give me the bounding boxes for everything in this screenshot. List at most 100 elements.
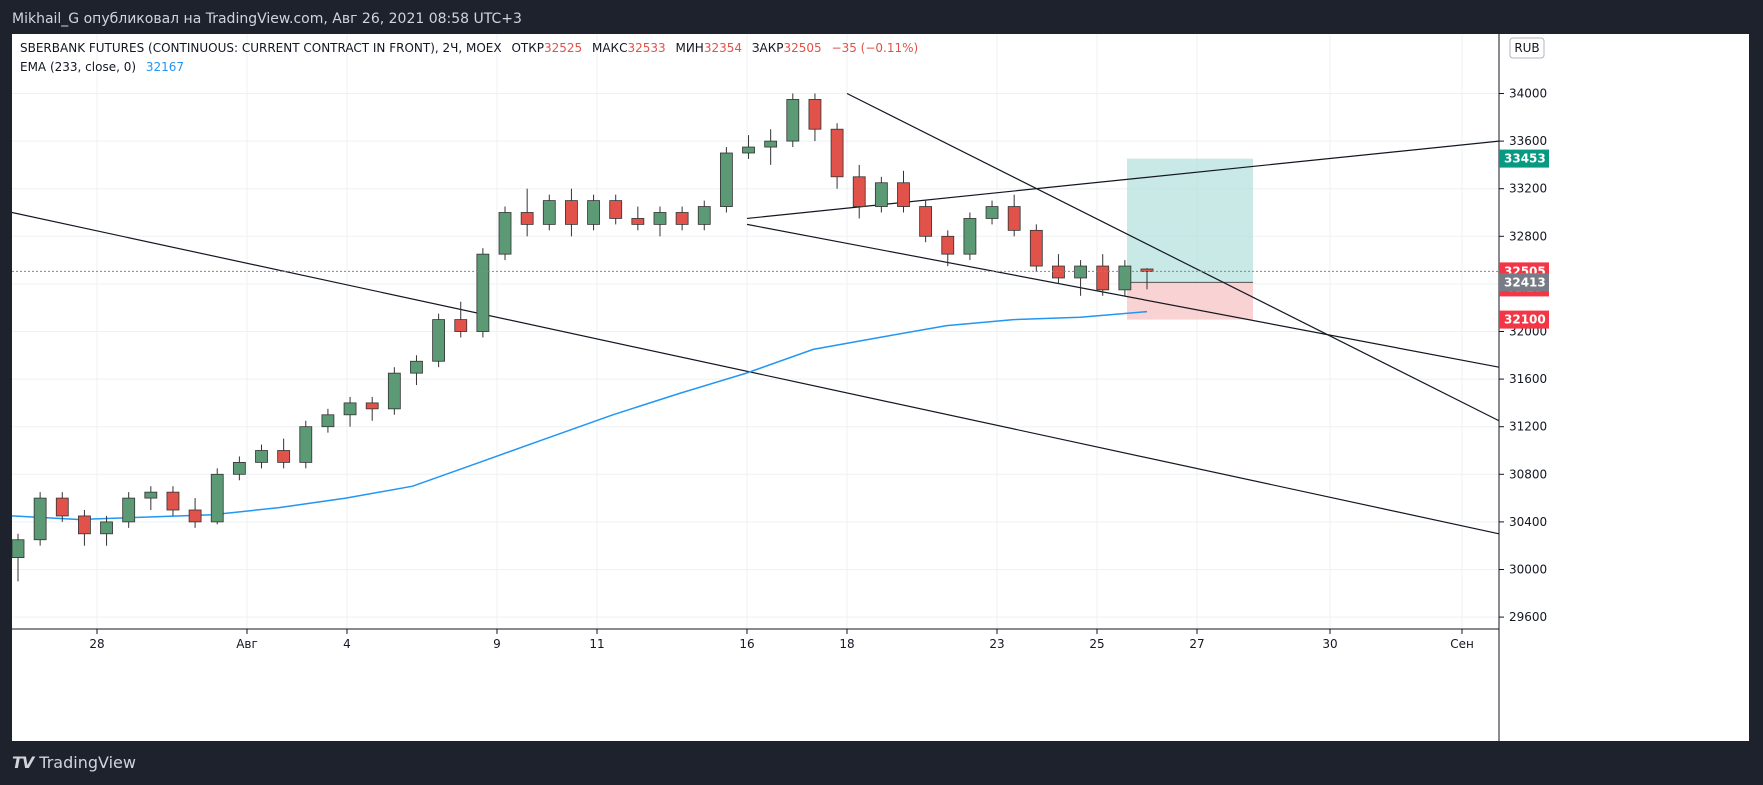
grid: [12, 34, 1499, 629]
currency-label: RUB: [1514, 41, 1539, 55]
candle: [941, 230, 955, 267]
y-tick-label: 29600: [1509, 610, 1547, 624]
close-value: 32505: [784, 41, 822, 55]
high-value: 32533: [627, 41, 665, 55]
candle: [1074, 260, 1087, 296]
y-tick-label: 30000: [1509, 563, 1547, 577]
candle: [587, 194, 600, 231]
candle: [1052, 254, 1065, 284]
candle: [697, 200, 711, 231]
candle: [874, 176, 888, 213]
currency-button[interactable]: RUB: [1509, 37, 1545, 59]
candle: [343, 396, 357, 427]
candle: [387, 367, 401, 415]
candle: [166, 486, 180, 516]
candle: [852, 164, 866, 219]
low-label: МИН: [675, 41, 703, 55]
candle: [786, 93, 800, 148]
brand-name: TradingView: [39, 753, 136, 772]
time-axis: 28 Авг 4 9 11 16 18 23 25 27 30 Сен: [89, 629, 1474, 651]
y-tick-label: 31600: [1509, 372, 1547, 386]
price-tag-value: 32413: [1504, 275, 1546, 289]
y-tick-label: 33600: [1509, 134, 1547, 148]
x-tick-label: 18: [839, 637, 854, 651]
candle: [520, 188, 534, 237]
candle: [675, 206, 689, 231]
price-tag-value: 32100: [1504, 313, 1546, 327]
svg-text:EMA (233, close, 0) 32: EMA (233, close, 0) 32167: [20, 60, 184, 74]
x-tick-label: Сен: [1450, 637, 1474, 651]
candle: [808, 93, 822, 142]
ema-value: 32167: [146, 60, 184, 74]
price-tag: 32100: [1499, 310, 1549, 329]
candle: [321, 408, 335, 433]
profit-zone: [1127, 158, 1253, 283]
candle: [454, 301, 468, 338]
ema-line: [11, 310, 1148, 521]
candle: [653, 206, 667, 237]
change-value: −35 (−0.11%): [832, 41, 919, 55]
candle: [542, 194, 556, 231]
candle: [742, 135, 755, 159]
svg-text:SBERBANK FUTURES (CONTINUOUS:: SBERBANK FUTURES (CONTINUOUS: CURRENT CO…: [20, 41, 918, 55]
candle: [498, 206, 512, 261]
y-tick-label: 33200: [1509, 182, 1547, 196]
chart-frame: 2960030000304003080031200316003200032400…: [11, 34, 1749, 741]
close-label: ЗАКР: [752, 41, 784, 55]
candle: [255, 444, 268, 469]
footer: 𝙏𝙑 TradingView: [0, 741, 1763, 785]
x-tick-label: 23: [989, 637, 1004, 651]
candle: [1007, 194, 1021, 237]
candle: [985, 200, 999, 225]
candles: [11, 93, 1154, 582]
candle: [277, 438, 291, 469]
candle: [55, 492, 69, 522]
candle: [963, 212, 977, 261]
candle: [476, 248, 490, 338]
candle: [144, 486, 158, 510]
price-tag: 33453: [1499, 149, 1549, 168]
x-tick-label: 11: [589, 637, 604, 651]
x-tick-label: 27: [1189, 637, 1204, 651]
x-tick-label: 16: [739, 637, 754, 651]
trend-line: [11, 211, 1500, 535]
x-tick-label: 28: [89, 637, 104, 651]
y-tick-label: 30400: [1509, 515, 1547, 529]
candle: [1118, 260, 1132, 296]
candle: [188, 498, 202, 528]
y-tick-label: 32800: [1509, 229, 1547, 243]
price-tag: 32413: [1499, 273, 1549, 292]
candle: [1096, 254, 1110, 296]
legend: SBERBANK FUTURES (CONTINUOUS: CURRENT CO…: [20, 41, 918, 74]
candle: [11, 533, 25, 582]
candle: [897, 170, 910, 213]
position-zones: [1127, 158, 1253, 320]
candle: [919, 200, 933, 243]
y-tick-label: 30800: [1509, 467, 1547, 481]
price-axis: 2960030000304003080031200316003200032400…: [1499, 87, 1547, 624]
y-tick-label: 31200: [1509, 420, 1547, 434]
candle: [100, 515, 113, 546]
tradingview-logo[interactable]: 𝙏𝙑 TradingView: [12, 753, 136, 772]
candle: [232, 456, 246, 481]
price-tag-value: 33453: [1504, 152, 1546, 166]
symbol-name: SBERBANK FUTURES (CONTINUOUS: CURRENT CO…: [20, 41, 502, 55]
price-tags: 334533250501:203241332100: [1499, 149, 1549, 329]
candle: [1029, 224, 1043, 272]
x-tick-label: 4: [343, 637, 351, 651]
price-chart[interactable]: 2960030000304003080031200316003200032400…: [11, 34, 1749, 741]
y-tick-label: 34000: [1509, 87, 1547, 101]
trend-line: [746, 140, 1500, 220]
candle: [631, 206, 645, 231]
candle: [830, 123, 844, 189]
high-label: МАКС: [592, 41, 627, 55]
trend-line: [846, 92, 1500, 422]
candle: [432, 313, 446, 368]
trend-lines: [11, 92, 1500, 535]
x-tick-label: 9: [493, 637, 501, 651]
candle: [299, 420, 313, 469]
trend-line: [746, 223, 1500, 368]
candle: [1140, 268, 1154, 290]
candle: [764, 129, 778, 165]
candle: [33, 492, 47, 546]
